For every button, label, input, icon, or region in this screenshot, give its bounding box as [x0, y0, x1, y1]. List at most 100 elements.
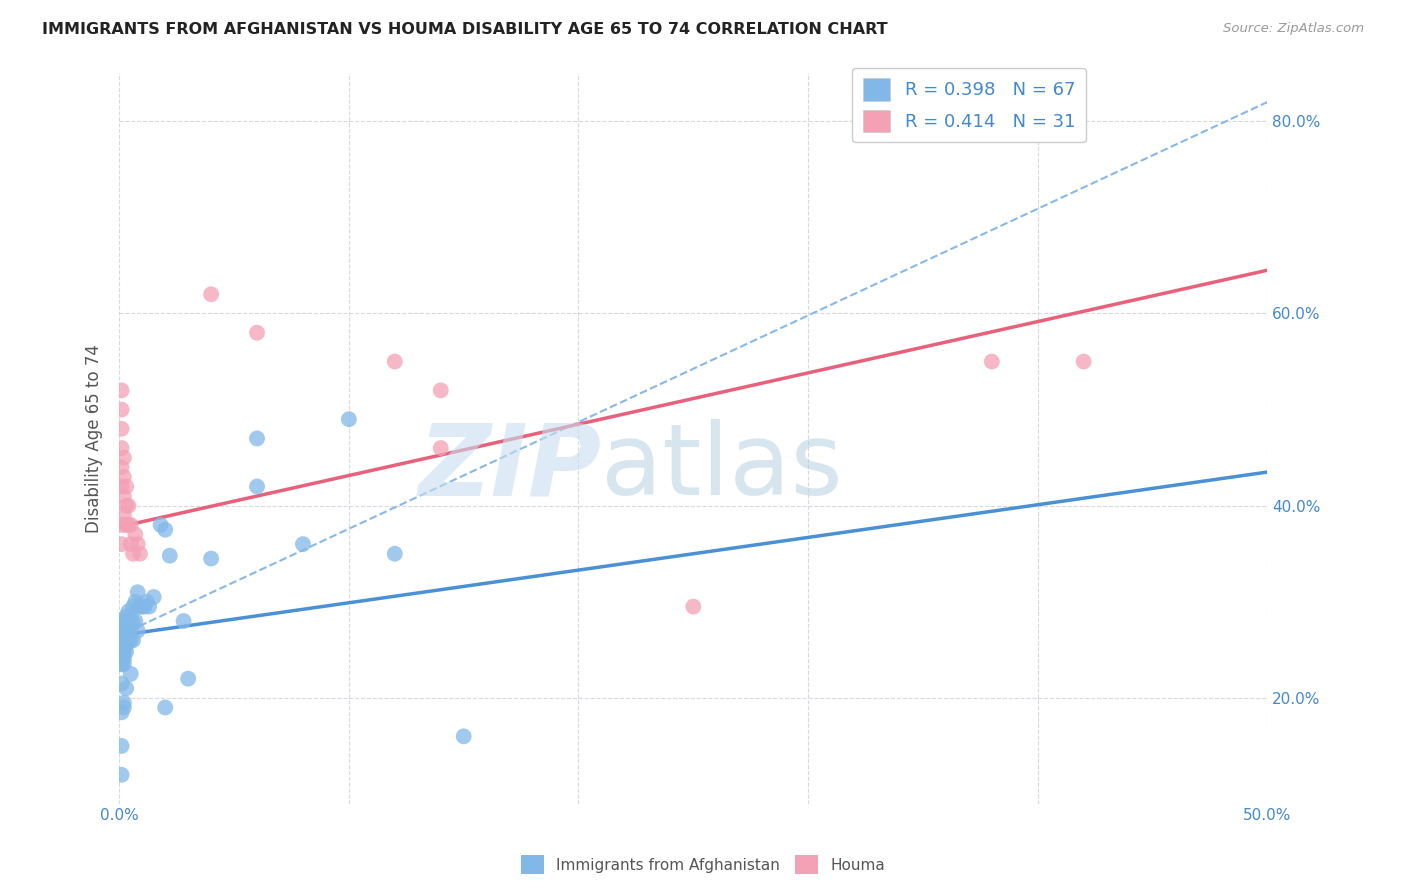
Point: [110, 638, 132, 652]
Point: [120, 517, 142, 532]
Point: [980, 354, 1002, 368]
Point: [115, 609, 138, 624]
Point: [110, 422, 132, 436]
Point: [112, 508, 135, 523]
Point: [112, 614, 135, 628]
Point: [127, 624, 149, 638]
Point: [112, 700, 135, 714]
Point: [120, 537, 142, 551]
Point: [115, 645, 138, 659]
Point: [112, 619, 135, 633]
Point: [110, 614, 132, 628]
Legend: Immigrants from Afghanistan, Houma: Immigrants from Afghanistan, Houma: [515, 849, 891, 880]
Point: [142, 590, 165, 604]
Point: [117, 625, 139, 640]
Point: [115, 499, 138, 513]
Point: [682, 599, 704, 614]
Point: [112, 633, 135, 648]
Point: [120, 666, 142, 681]
Point: [200, 551, 222, 566]
Point: [429, 441, 451, 455]
Point: [110, 633, 132, 648]
Point: [120, 633, 142, 648]
Point: [127, 537, 149, 551]
Point: [122, 547, 145, 561]
Point: [153, 523, 176, 537]
Point: [429, 384, 451, 398]
Point: [122, 599, 145, 614]
Point: [246, 432, 269, 446]
Point: [117, 604, 139, 618]
Point: [112, 625, 135, 640]
Point: [124, 595, 146, 609]
Point: [200, 287, 222, 301]
Point: [384, 354, 406, 368]
Point: [115, 479, 138, 493]
Point: [117, 499, 139, 513]
Point: [153, 700, 176, 714]
Point: [117, 635, 139, 649]
Point: [110, 648, 132, 662]
Point: [1073, 354, 1095, 368]
Point: [173, 614, 195, 628]
Point: [112, 652, 135, 666]
Point: [246, 479, 269, 493]
Point: [110, 768, 132, 782]
Point: [117, 517, 139, 532]
Point: [115, 625, 138, 640]
Point: [124, 614, 146, 628]
Point: [110, 643, 132, 657]
Point: [115, 619, 138, 633]
Point: [112, 489, 135, 503]
Point: [110, 624, 132, 638]
Point: [384, 547, 406, 561]
Point: [177, 672, 200, 686]
Point: [291, 537, 314, 551]
Text: Source: ZipAtlas.com: Source: ZipAtlas.com: [1223, 22, 1364, 36]
Point: [110, 441, 132, 455]
Point: [112, 450, 135, 465]
Point: [138, 599, 160, 614]
Y-axis label: Disability Age 65 to 74: Disability Age 65 to 74: [86, 344, 103, 533]
Point: [149, 517, 172, 532]
Point: [337, 412, 360, 426]
Point: [110, 739, 132, 753]
Point: [115, 638, 138, 652]
Point: [120, 622, 142, 636]
Point: [110, 517, 132, 532]
Text: atlas: atlas: [602, 419, 844, 516]
Text: IMMIGRANTS FROM AFGHANISTAN VS HOUMA DISABILITY AGE 65 TO 74 CORRELATION CHART: IMMIGRANTS FROM AFGHANISTAN VS HOUMA DIS…: [42, 22, 887, 37]
Point: [110, 619, 132, 633]
Point: [117, 615, 139, 630]
Point: [112, 648, 135, 662]
Point: [112, 638, 135, 652]
Point: [110, 384, 132, 398]
Point: [110, 460, 132, 475]
Point: [134, 599, 156, 614]
Point: [129, 547, 152, 561]
Point: [129, 599, 152, 614]
Point: [115, 517, 138, 532]
Point: [122, 615, 145, 630]
Point: [110, 676, 132, 690]
Point: [110, 402, 132, 417]
Point: [112, 657, 135, 672]
Point: [124, 527, 146, 541]
Point: [115, 681, 138, 696]
Point: [110, 628, 132, 642]
Point: [159, 549, 181, 563]
Point: [110, 657, 132, 672]
Point: [110, 706, 132, 720]
Text: ZIP: ZIP: [419, 419, 602, 516]
Point: [135, 595, 157, 609]
Point: [110, 657, 132, 672]
Point: [112, 696, 135, 710]
Point: [120, 609, 142, 624]
Point: [110, 479, 132, 493]
Point: [112, 643, 135, 657]
Point: [122, 633, 145, 648]
Point: [112, 470, 135, 484]
Point: [246, 326, 269, 340]
Point: [110, 652, 132, 666]
Point: [131, 599, 153, 614]
